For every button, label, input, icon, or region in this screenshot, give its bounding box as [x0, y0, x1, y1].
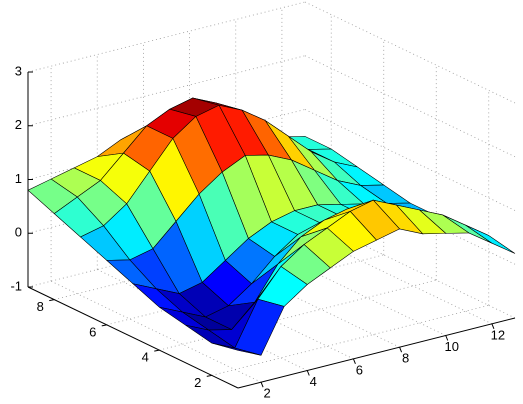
x-tick	[399, 346, 403, 353]
y-tick-label: 6	[89, 324, 96, 339]
z-tick-label: 0	[15, 225, 22, 240]
x-tick	[260, 381, 264, 388]
surface-cell	[211, 342, 262, 356]
x-tick	[306, 370, 310, 376]
x-tick-label: 10	[445, 339, 459, 354]
grid-line	[50, 280, 262, 383]
z-tick-label: -1	[10, 278, 22, 293]
y-tick	[49, 299, 55, 302]
z-tick-label: 2	[15, 117, 22, 132]
grid-line	[304, 55, 516, 158]
y-tick	[154, 349, 160, 352]
grid-line	[281, 222, 493, 325]
x-tick-label: 8	[402, 351, 409, 366]
y-tick-label: 4	[142, 350, 149, 365]
x-tick	[491, 323, 495, 330]
x-tick	[445, 335, 449, 341]
surface-cell	[465, 224, 516, 254]
y-tick	[206, 374, 212, 377]
x-axis	[237, 317, 516, 389]
y-tick-label: 8	[37, 299, 44, 314]
z-tick-label: 1	[15, 171, 22, 186]
y-tick-label: 2	[194, 375, 201, 390]
grid-line	[304, 1, 516, 104]
grid-line	[304, 109, 516, 211]
x-tick	[352, 358, 356, 365]
grid-line	[27, 1, 306, 73]
x-tick-label: 2	[263, 386, 270, 401]
grid-line	[304, 216, 516, 319]
z-tick-label: 3	[15, 63, 22, 78]
x-tick-label: 6	[356, 362, 363, 377]
y-tick	[101, 324, 107, 327]
grid-line	[235, 234, 446, 336]
x-tick-label: 4	[310, 374, 317, 389]
y-axis	[27, 286, 239, 389]
x-tick-label: 12	[491, 327, 505, 342]
